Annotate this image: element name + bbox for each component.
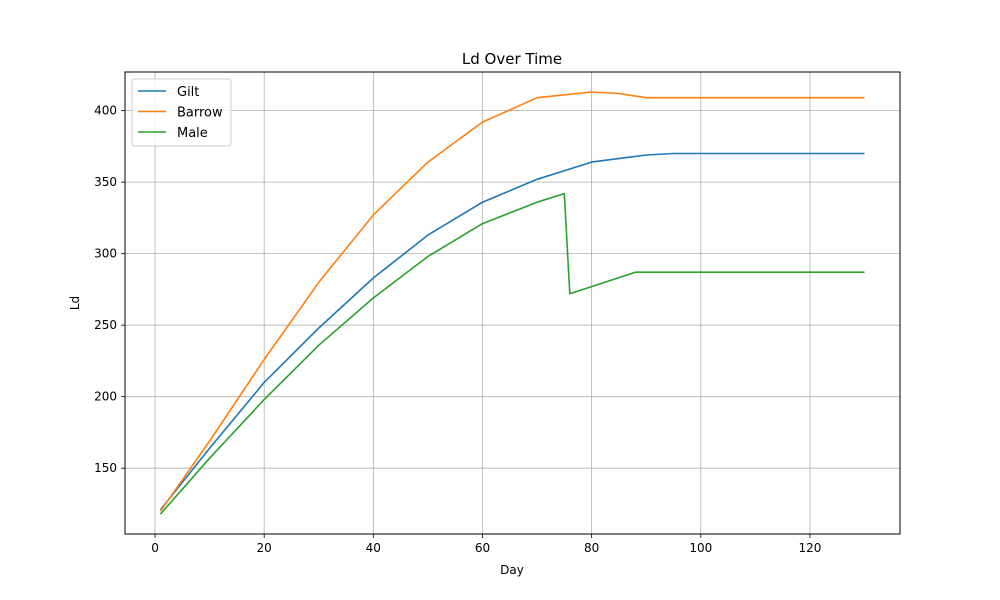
x-tick-label: 60 xyxy=(475,541,490,555)
x-tick-label: 120 xyxy=(798,541,821,555)
legend-box xyxy=(131,78,232,147)
y-tick-label: 250 xyxy=(94,318,117,332)
legend-label-gilt: Gilt xyxy=(177,85,199,100)
series-line-gilt xyxy=(159,152,865,511)
legend: Gilt Barrow Male xyxy=(131,78,232,147)
x-tick-label: 100 xyxy=(689,541,712,555)
y-tick-label: 400 xyxy=(94,104,117,118)
x-axis: 0 20 40 60 80 100 120 xyxy=(151,534,821,555)
y-axis: 150 200 250 300 350 400 xyxy=(94,104,125,475)
chart-title: Ld Over Time xyxy=(462,50,562,68)
legend-label-barrow: Barrow xyxy=(177,106,223,121)
x-tick-label: 0 xyxy=(151,541,159,555)
grid xyxy=(125,72,900,534)
y-tick-label: 200 xyxy=(94,390,117,404)
y-tick-label: 350 xyxy=(94,175,117,189)
y-axis-label: Ld xyxy=(68,296,82,310)
plot-frame xyxy=(124,71,901,535)
x-tick-label: 20 xyxy=(257,541,272,555)
series-line-barrow xyxy=(159,91,865,512)
series-line-male xyxy=(159,192,865,515)
legend-label-male: Male xyxy=(177,126,208,141)
x-axis-label: Day xyxy=(500,563,524,577)
y-tick-label: 150 xyxy=(94,461,117,475)
x-tick-label: 80 xyxy=(584,541,599,555)
series-layer xyxy=(159,91,865,515)
y-tick-label: 300 xyxy=(94,247,117,261)
x-tick-label: 40 xyxy=(366,541,381,555)
